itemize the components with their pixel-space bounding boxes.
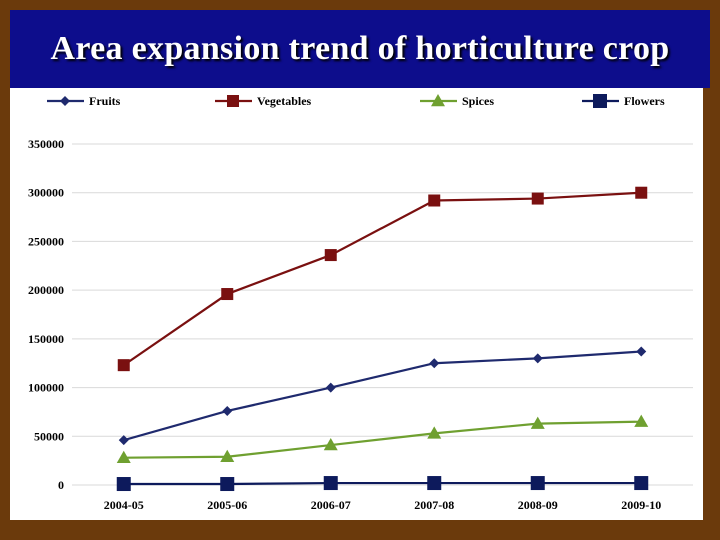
- data-point-spices: [220, 449, 235, 462]
- data-point-spices: [323, 438, 338, 451]
- legend-label-flowers: Flowers: [624, 94, 665, 108]
- data-point-fruits: [636, 346, 647, 357]
- x-tick-label: 2004-05: [104, 498, 144, 512]
- data-point-vegetables: [428, 194, 441, 207]
- y-tick-label: 350000: [28, 137, 64, 151]
- data-point-fruits: [429, 358, 440, 369]
- chart-panel: 0 50000 100000 150000 200000 250000 300000 3500…: [10, 88, 703, 520]
- data-point-fruits: [118, 435, 129, 446]
- data-point-flowers: [530, 476, 545, 491]
- line-chart: 0 50000 100000 150000 200000 250000 300000 3500…: [28, 94, 693, 512]
- series-line-fruits: [123, 350, 642, 442]
- data-point-flowers: [634, 476, 649, 491]
- x-tick-label: 2007-08: [414, 498, 454, 512]
- data-point-flowers: [323, 476, 338, 491]
- series-line-flowers: [123, 481, 642, 486]
- legend-label-vegetables: Vegetables: [257, 94, 312, 108]
- data-point-flowers: [116, 477, 131, 492]
- series-line-vegetables: [123, 191, 642, 367]
- legend-label-fruits: Fruits: [89, 94, 121, 108]
- x-tick-label: 2009-10: [621, 498, 661, 512]
- data-point-vegetables: [531, 192, 544, 205]
- series-line-spices: [123, 420, 642, 459]
- data-point-flowers: [220, 477, 235, 492]
- data-point-vegetables: [635, 186, 648, 199]
- legend-label-spices: Spices: [462, 94, 494, 108]
- data-point-spices: [634, 414, 649, 427]
- y-tick-label: 300000: [28, 186, 64, 200]
- data-point-vegetables: [221, 288, 234, 301]
- legend-marker-vegetables: [227, 95, 239, 107]
- x-tick-label: 2006-07: [311, 498, 351, 512]
- data-point-fruits: [222, 405, 233, 416]
- y-tick-label: 250000: [28, 234, 64, 248]
- data-point-spices: [530, 416, 545, 429]
- data-point-fruits: [532, 353, 543, 364]
- legend-marker-flowers: [593, 94, 607, 108]
- legend-marker-fruits: [60, 96, 70, 106]
- y-tick-label: 100000: [28, 381, 64, 395]
- y-tick-label: 50000: [34, 429, 64, 443]
- title-bar: Area expansion trend of horticulture cro…: [10, 10, 710, 88]
- x-tick-label: 2005-06: [207, 498, 247, 512]
- slide-title: Area expansion trend of horticulture cro…: [50, 30, 670, 67]
- data-point-spices: [427, 426, 442, 439]
- data-point-vegetables: [324, 249, 337, 262]
- y-tick-label: 150000: [28, 332, 64, 346]
- data-point-spices: [116, 450, 131, 463]
- legend-marker-spices: [431, 94, 445, 107]
- data-point-fruits: [325, 382, 336, 393]
- data-point-vegetables: [117, 359, 130, 372]
- x-tick-label: 2008-09: [518, 498, 558, 512]
- data-point-flowers: [427, 476, 442, 491]
- y-tick-label: 200000: [28, 283, 64, 297]
- y-tick-label: 0: [58, 478, 64, 492]
